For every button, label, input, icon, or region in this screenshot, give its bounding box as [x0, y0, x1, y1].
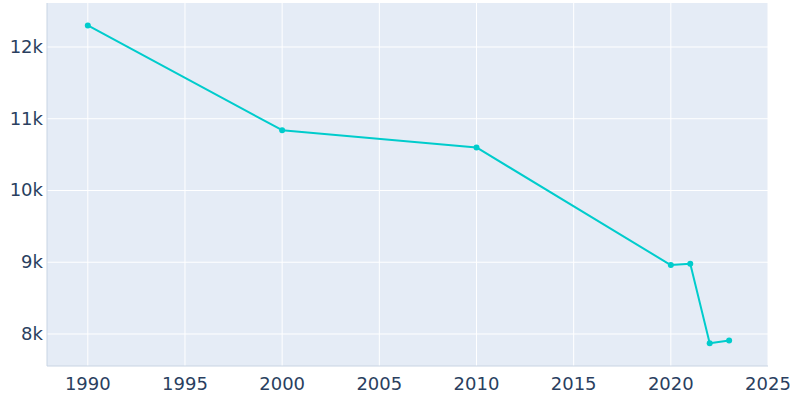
x-tick-label: 2020: [648, 373, 694, 394]
y-tick-label: 10k: [10, 179, 44, 200]
x-tick-label: 2005: [356, 373, 402, 394]
x-grid-line: [87, 3, 88, 366]
x-tick-label: 2010: [454, 373, 500, 394]
y-tick-label: 9k: [21, 251, 43, 272]
y-grid-line: [47, 333, 768, 334]
x-grid-line: [184, 3, 185, 366]
point: [707, 340, 713, 346]
x-grid-line: [282, 3, 283, 366]
y-tick-label: 11k: [10, 108, 44, 129]
x-axis-line: [47, 366, 768, 367]
x-tick-label: 2025: [745, 373, 791, 394]
x-tick-label: 2015: [551, 373, 597, 394]
x-tick-label: 1995: [162, 373, 208, 394]
y-tick-label: 12k: [10, 36, 44, 57]
x-grid-line: [768, 3, 769, 366]
point: [726, 337, 732, 343]
y-grid-line: [47, 46, 768, 47]
point: [85, 22, 91, 28]
plot-area: [47, 3, 768, 366]
chart-container: 1990 1995 2000 2005 2010 2015 2020 2025 8k 9k 10k 1…: [0, 0, 800, 400]
y-grid-line: [47, 190, 768, 191]
grid: [47, 3, 768, 366]
data-group: [85, 22, 732, 346]
y-tick-label: 8k: [21, 323, 43, 344]
x-grid-line: [670, 3, 671, 366]
x-tick-label: 1990: [65, 373, 111, 394]
y-axis-line: [47, 3, 48, 366]
x-grid-line: [476, 3, 477, 366]
x-grid-line: [379, 3, 380, 366]
point: [687, 261, 693, 267]
y-grid-line: [47, 262, 768, 263]
y-grid-line: [47, 118, 768, 119]
point: [668, 262, 674, 268]
point: [473, 144, 479, 150]
chart-svg: 1990 1995 2000 2005 2010 2015 2020 2025 8k 9k 10k 1…: [0, 0, 800, 400]
background: [0, 0, 800, 400]
x-tick-label: 2000: [259, 373, 305, 394]
x-grid-line: [573, 3, 574, 366]
point: [279, 127, 285, 133]
line: [88, 25, 729, 343]
